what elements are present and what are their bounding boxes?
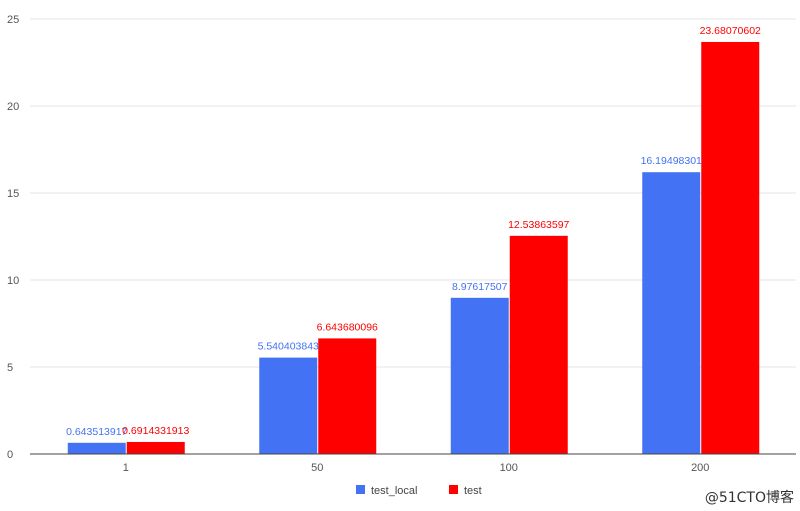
- legend: test_local test: [356, 485, 482, 497]
- legend-label: test: [464, 485, 482, 497]
- y-axis-ticks: 0 5 10 15 20 25: [7, 14, 19, 461]
- x-tick-label: 200: [691, 462, 709, 474]
- x-axis-ticks: 1 50 100 200: [123, 462, 710, 474]
- data-label: 5.540403843: [258, 341, 319, 353]
- bar-test: [509, 235, 568, 454]
- data-label: 0.6914331913: [122, 425, 189, 437]
- data-label: 0.643513917: [66, 426, 127, 438]
- y-tick-label: 5: [7, 362, 13, 374]
- bar-test-local: [67, 442, 126, 454]
- data-label: 16.19498301: [641, 155, 702, 167]
- legend-swatch: [356, 485, 365, 494]
- bar-test-local: [259, 357, 318, 454]
- legend-label: test_local: [371, 485, 417, 497]
- data-label: 6.643680096: [317, 321, 378, 333]
- y-tick-label: 0: [7, 449, 13, 461]
- bars: [67, 41, 760, 455]
- bar-test: [318, 338, 377, 454]
- data-label: 12.53863597: [508, 219, 569, 231]
- bar-test: [126, 441, 185, 454]
- bar-test: [701, 41, 760, 454]
- x-tick-label: 50: [311, 462, 323, 474]
- x-tick-label: 100: [500, 462, 518, 474]
- data-label: 23.68070602: [700, 25, 761, 37]
- watermark: @51CTO博客: [704, 490, 794, 506]
- legend-swatch: [449, 485, 458, 494]
- y-tick-label: 10: [7, 275, 19, 287]
- bar-test-local: [642, 172, 701, 455]
- x-tick-label: 1: [123, 462, 129, 474]
- bar-test-local: [450, 297, 509, 454]
- y-tick-label: 25: [7, 14, 19, 26]
- y-tick-label: 15: [7, 188, 19, 200]
- y-tick-label: 20: [7, 101, 19, 113]
- data-label: 8.97617507: [452, 281, 508, 293]
